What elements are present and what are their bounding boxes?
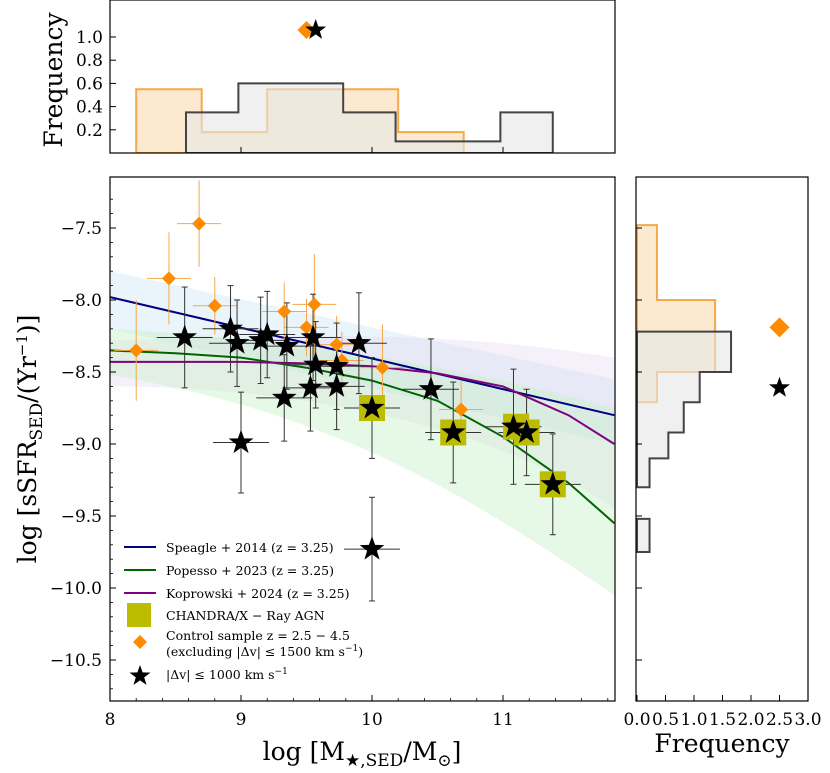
star-marker-10 [298,374,323,399]
legend-label-speagle: Speagle + 2014 (z = 3.25) [166,540,334,555]
popesso-confidence-band [110,328,615,596]
speagle-confidence-band [110,271,615,444]
star-marker-7 [271,384,297,409]
legend-label-koprowski: Koprowski + 2024 (z = 3.25) [166,586,350,601]
main-ytick-label-2: −8.5 [61,363,102,383]
main-xtick-label-3: 11 [492,710,514,730]
main-y-axis-label: log [sSFRSED/(Yr−1)] [13,315,47,564]
star-marker-15 [359,536,385,560]
right-xtick-label-1: 0.5 [652,710,679,730]
star-marker-4 [248,327,273,351]
star-marker-13 [346,330,372,354]
star-marker-14 [359,395,385,419]
legend: Speagle + 2014 (z = 3.25) Popesso + 2023… [124,540,363,685]
top-histogram-panel: 0.2 0.4 0.6 0.8 1.0 Frequency [39,0,616,154]
confidence-bands [110,271,615,596]
main-ytick-label-5: −10.0 [50,579,102,599]
main-scatter-panel: 8 9 10 11 −7.5 −8.0 −8.5 −9.0 −9.5 −10.0 −10.5 lo… [13,176,616,771]
main-xtick-label-1: 9 [236,710,247,730]
star-marker-0 [172,324,197,348]
main-x-ticks: 8 9 10 11 [105,695,609,730]
right-velocity-histogram [636,330,733,489]
legend-swatch-agn [127,603,151,627]
right-xtick-label-6: 3.0 [794,710,821,730]
control-diamond-10 [454,402,469,417]
star-marker-9 [303,351,328,376]
top-x-ticks [109,147,504,153]
main-plot-frame [109,176,616,702]
legend-label-control-2: (excluding |Δv| ≤ 1500 km s−1) [166,644,363,659]
top-y-ticks: 0.2 0.4 0.6 0.8 1.0 [76,28,116,141]
star-marker-3 [228,429,254,454]
top-y-axis-label: Frequency [39,12,68,148]
control-diamond-0 [129,343,144,358]
right-x-ticks: 0.0 0.5 1.0 1.5 2.0 2.5 3.0 [623,695,822,730]
legend-swatch-star [129,665,151,685]
right-velocity-median-star [769,376,790,397]
legend-label-star: |Δv| ≤ 1000 km s−1 [166,667,288,682]
star-marker-2 [224,330,250,354]
right-xtick-label-3: 1.5 [709,710,736,730]
control-diamond-6 [307,297,322,312]
control-diamond-9 [375,360,390,375]
control-diamond-4 [277,304,292,319]
main-ytick-label-3: −9.0 [61,435,102,455]
control-diamond-5 [299,320,314,335]
relation-line-0 [110,296,615,417]
main-x-axis-label: log [M★,SED/M⊙] [263,737,462,771]
right-control-median-diamond [769,317,790,338]
star-marker-5 [254,321,280,346]
right-x-axis-label: Frequency [654,729,790,758]
control-diamond-1 [161,271,176,286]
right-histogram-panel: 0.0 0.5 1.0 1.5 2.0 2.5 3.0 Frequency [623,176,822,758]
main-ytick-label-0: −7.5 [61,219,102,239]
top-histogram-markers [297,19,327,40]
star-marker-12 [324,373,349,397]
star-marker-19 [514,419,539,443]
legend-star-glyph [129,665,151,685]
control-diamond-7 [329,337,344,352]
star-marker-1 [218,315,243,340]
main-ytick-label-4: −9.5 [61,507,102,527]
star-marker-18 [501,413,526,438]
koprowski-confidence-band [110,336,615,509]
main-ytick-label-6: −10.5 [50,651,102,671]
star-marker-17 [440,419,466,443]
top-plot-frame [109,0,616,154]
control-diamond-3 [207,298,222,313]
main-y-ticks: −7.5 −8.0 −8.5 −9.0 −9.5 −10.0 −10.5 [50,198,116,690]
top-velocity-median-star [305,19,327,39]
top-histogram-bars [135,82,554,153]
top-velocity-histogram [184,82,554,153]
main-ytick-label-1: −8.0 [61,291,102,311]
right-xtick-label-5: 2.5 [766,710,793,730]
main-xtick-label-0: 8 [105,710,116,730]
top-ytick-label-1: 0.4 [76,98,103,118]
right-histogram-markers [769,317,790,397]
right-xtick-label-2: 1.0 [680,710,707,730]
legend-label-agn: CHANDRA/X − Ray AGN [166,608,325,623]
top-ytick-label-4: 1.0 [76,28,103,48]
control-diamond-2 [192,216,207,231]
right-y-ticks [636,227,642,661]
top-ytick-label-2: 0.6 [76,74,103,94]
legend-swatch-control [133,635,147,649]
right-xtick-label-0: 0.0 [623,710,650,730]
right-xtick-label-4: 2.0 [737,710,764,730]
data-markers [129,216,566,560]
star-marker-16 [418,376,444,400]
star-marker-20 [540,471,566,495]
top-ytick-label-3: 0.8 [76,51,103,71]
top-ytick-label-0: 0.2 [76,121,103,141]
main-xtick-label-2: 10 [361,710,383,730]
legend-label-popesso: Popesso + 2023 (z = 3.25) [166,563,334,578]
star-marker-8 [300,324,326,348]
star-marker-11 [324,353,349,377]
right-velocity-histogram-low [636,517,651,553]
star-marker-6 [274,333,300,357]
right-histogram-bars [636,224,733,553]
legend-label-control-1: Control sample z = 2.5 − 4.5 [166,628,350,643]
